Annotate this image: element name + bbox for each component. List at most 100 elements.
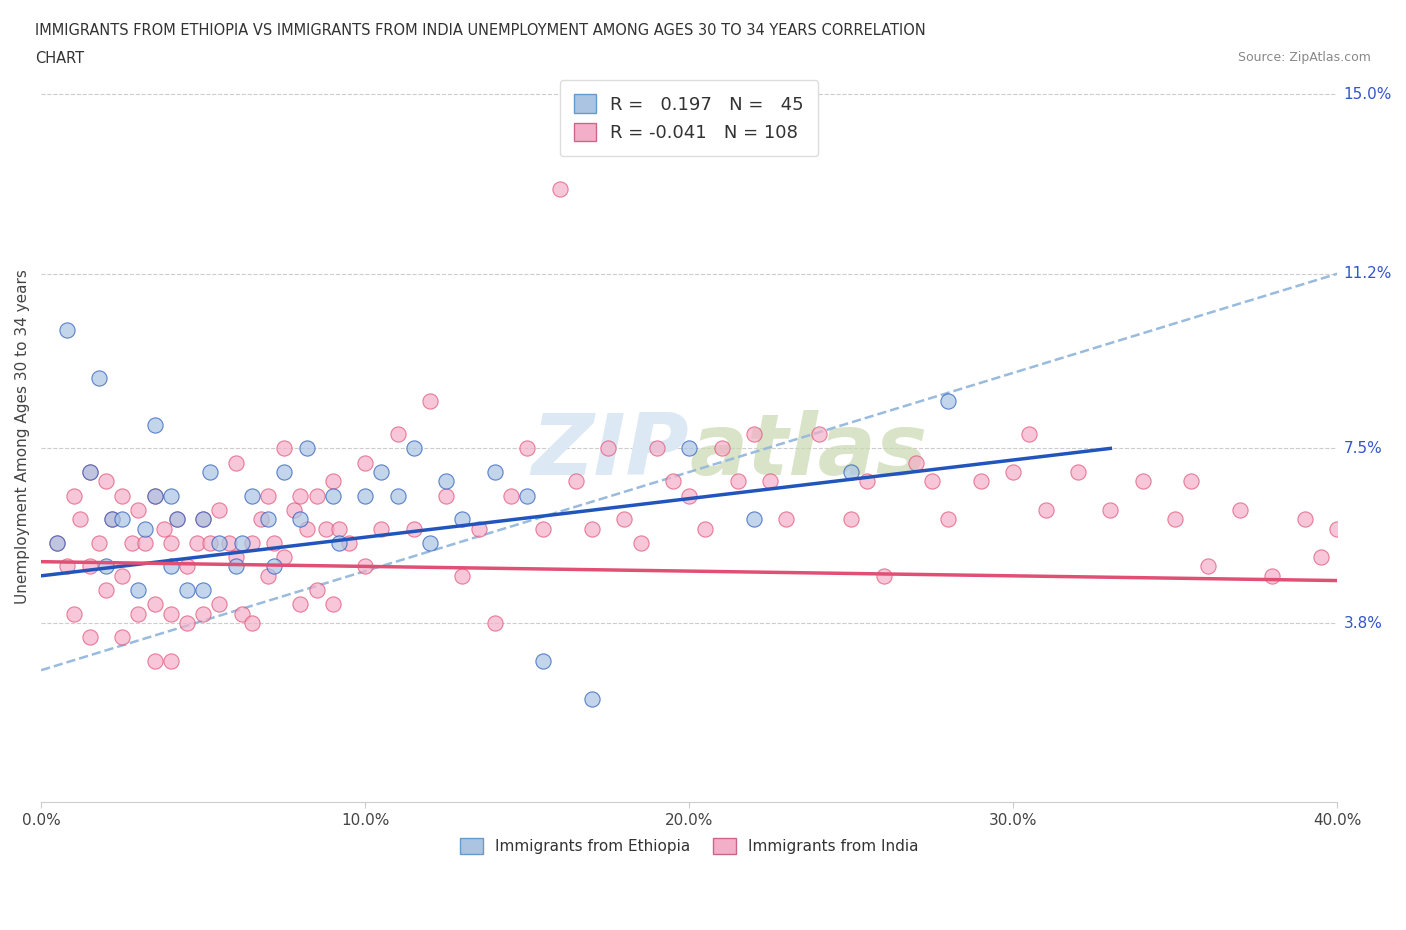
Point — [263, 536, 285, 551]
Point — [354, 559, 377, 574]
Point — [938, 512, 960, 526]
Point — [94, 474, 117, 489]
Text: IMMIGRANTS FROM ETHIOPIA VS IMMIGRANTS FROM INDIA UNEMPLOYMENT AMONG AGES 30 TO : IMMIGRANTS FROM ETHIOPIA VS IMMIGRANTS F… — [35, 23, 927, 38]
Point — [1229, 502, 1251, 517]
Point — [295, 441, 318, 456]
Point — [176, 582, 198, 597]
Point — [904, 455, 927, 470]
Point — [434, 488, 457, 503]
Point — [531, 654, 554, 669]
Point — [143, 418, 166, 432]
Point — [257, 488, 280, 503]
Point — [402, 441, 425, 456]
Point — [759, 474, 782, 489]
Point — [159, 536, 181, 551]
Point — [257, 512, 280, 526]
Point — [198, 465, 221, 480]
Point — [290, 488, 312, 503]
Point — [225, 559, 247, 574]
Point — [134, 521, 156, 536]
Point — [111, 630, 134, 644]
Point — [839, 465, 862, 480]
Point — [153, 521, 176, 536]
Point — [645, 441, 668, 456]
Point — [315, 521, 337, 536]
Point — [127, 582, 149, 597]
Point — [208, 536, 231, 551]
Point — [451, 512, 474, 526]
Point — [434, 474, 457, 489]
Point — [46, 536, 69, 551]
Point — [159, 488, 181, 503]
Point — [134, 536, 156, 551]
Point — [191, 512, 214, 526]
Point — [240, 616, 263, 631]
Point — [240, 488, 263, 503]
Point — [499, 488, 522, 503]
Text: 7.5%: 7.5% — [1344, 441, 1382, 456]
Point — [387, 427, 409, 442]
Point — [467, 521, 489, 536]
Point — [451, 568, 474, 583]
Point — [598, 441, 620, 456]
Point — [678, 488, 700, 503]
Point — [856, 474, 879, 489]
Point — [263, 559, 285, 574]
Text: atlas: atlas — [689, 410, 928, 493]
Point — [516, 488, 538, 503]
Point — [484, 616, 506, 631]
Point — [240, 536, 263, 551]
Point — [143, 654, 166, 669]
Point — [775, 512, 797, 526]
Point — [328, 521, 350, 536]
Point — [218, 536, 240, 551]
Point — [970, 474, 993, 489]
Point — [225, 455, 247, 470]
Point — [1197, 559, 1219, 574]
Point — [79, 465, 101, 480]
Point — [531, 521, 554, 536]
Point — [127, 606, 149, 621]
Point — [62, 606, 84, 621]
Point — [273, 441, 295, 456]
Point — [1002, 465, 1025, 480]
Point — [305, 488, 328, 503]
Point — [662, 474, 685, 489]
Point — [1132, 474, 1154, 489]
Point — [159, 606, 181, 621]
Point — [283, 502, 305, 517]
Point — [143, 597, 166, 612]
Point — [89, 370, 111, 385]
Point — [305, 582, 328, 597]
Point — [191, 606, 214, 621]
Point — [208, 597, 231, 612]
Point — [176, 559, 198, 574]
Point — [166, 512, 188, 526]
Point — [46, 536, 69, 551]
Legend: Immigrants from Ethiopia, Immigrants from India: Immigrants from Ethiopia, Immigrants fro… — [454, 832, 925, 860]
Point — [581, 521, 603, 536]
Point — [742, 427, 765, 442]
Point — [79, 559, 101, 574]
Point — [548, 181, 571, 196]
Point — [176, 616, 198, 631]
Point — [1261, 568, 1284, 583]
Point — [710, 441, 733, 456]
Point — [613, 512, 636, 526]
Point — [354, 455, 377, 470]
Point — [322, 474, 344, 489]
Point — [191, 512, 214, 526]
Point — [1180, 474, 1202, 489]
Point — [678, 441, 700, 456]
Point — [402, 521, 425, 536]
Point — [1294, 512, 1316, 526]
Point — [290, 512, 312, 526]
Point — [328, 536, 350, 551]
Point — [938, 393, 960, 408]
Point — [208, 502, 231, 517]
Point — [484, 465, 506, 480]
Point — [143, 488, 166, 503]
Point — [101, 512, 124, 526]
Point — [370, 465, 392, 480]
Point — [1067, 465, 1090, 480]
